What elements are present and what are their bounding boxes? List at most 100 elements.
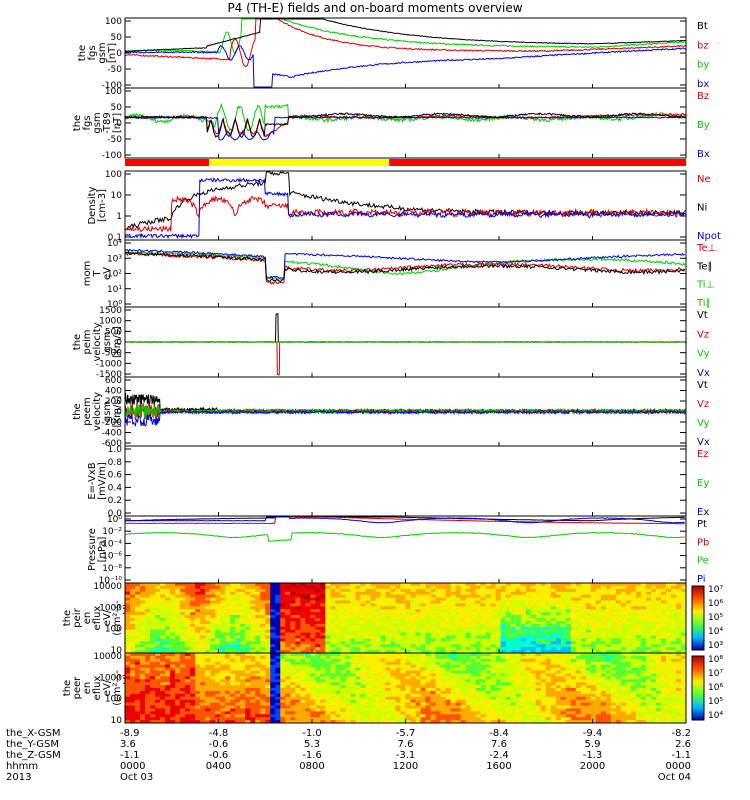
spectro-cell (375, 585, 381, 590)
spectro-cell (360, 618, 366, 622)
spectro-cell (330, 664, 336, 669)
spectro-cell (260, 588, 266, 593)
spectro-cell (170, 653, 176, 657)
spectro-cell (455, 670, 462, 674)
spectro-cell (220, 609, 226, 613)
spectro-cell (540, 591, 547, 596)
spectro-cell (640, 644, 647, 648)
spectro-cell (340, 667, 346, 671)
spectro-cell (185, 641, 191, 645)
spectro-cell (180, 670, 186, 674)
spectro-cell (135, 655, 141, 660)
spectro-cell (460, 714, 467, 718)
spectro-cell (330, 585, 336, 590)
spectro-cell (460, 702, 467, 706)
spectro-cell (180, 696, 186, 701)
spectro-cell (170, 670, 176, 674)
spectro-cell (445, 597, 452, 601)
spectro-cell (255, 658, 261, 663)
spectro-cell (140, 632, 146, 636)
spectro-cell (175, 644, 181, 648)
spectro-cell (500, 623, 507, 628)
spectro-cell (510, 685, 517, 689)
spectro-cell (405, 629, 412, 634)
spectro-cell (600, 650, 607, 654)
spectro-cell (305, 711, 311, 715)
spectro-cell (205, 661, 211, 666)
spectro-cell (665, 638, 672, 642)
spectro-cell (155, 690, 161, 695)
spectro-cell (530, 690, 537, 695)
spectro-cell (290, 626, 296, 631)
spectro-cell (600, 588, 607, 593)
spectro-cell (595, 588, 602, 593)
spectro-cell (245, 603, 251, 607)
spectro-cell (460, 641, 467, 645)
spectro-cell (440, 585, 447, 590)
spectro-cell (280, 641, 286, 645)
spectro-cell (200, 693, 206, 698)
spectro-cell (150, 638, 156, 642)
spectro-cell (180, 632, 186, 636)
spectro-cell (540, 720, 547, 724)
spectro-cell (250, 682, 256, 686)
spectro-cell (525, 644, 532, 648)
spectro-cell (315, 615, 321, 619)
spectro-cell (680, 650, 687, 654)
spectro-cell (250, 705, 256, 709)
spectro-cell (210, 708, 216, 712)
series-Te-par (124, 251, 686, 283)
spectro-cell (585, 600, 592, 604)
spectro-cell (675, 632, 682, 636)
spectro-cell (415, 612, 422, 616)
spectro-cell (150, 708, 156, 712)
spectro-cell (465, 655, 472, 660)
spectro-cell (165, 618, 171, 622)
spectro-cell (220, 583, 226, 587)
spectro-cell (465, 702, 472, 706)
spectro-cell (600, 623, 607, 628)
spectro-cell (340, 690, 346, 695)
spectro-cell (320, 623, 326, 628)
spectro-cell (490, 699, 497, 704)
spectro-cell (200, 655, 206, 660)
spectro-cell (360, 655, 366, 660)
spectro-cell (480, 632, 487, 636)
spectro-cell (125, 603, 131, 607)
spectro-cell (660, 603, 667, 607)
spectro-cell (230, 661, 236, 666)
spectro-cell (295, 688, 301, 692)
spectro-cell (260, 702, 266, 706)
spectro-cell (240, 699, 246, 704)
spectro-cell (255, 615, 261, 619)
spectro-cell (285, 641, 291, 645)
spectro-cell (365, 647, 371, 651)
spectro-cell (535, 623, 542, 628)
spectro-cell (560, 606, 567, 610)
spectro-cell (175, 606, 181, 610)
spectro-cell (340, 583, 346, 587)
spectro-cell (245, 629, 251, 634)
spectro-cell (320, 588, 326, 593)
spectro-cell (375, 702, 381, 706)
spectro-cell (380, 623, 386, 628)
spectro-cell (315, 620, 321, 625)
spectro-cell (230, 585, 236, 590)
spectro-cell (535, 597, 542, 601)
spectro-cell (190, 693, 196, 698)
spectro-cell (210, 693, 216, 698)
legend-Vy: Vy (697, 349, 710, 360)
spectro-cell (385, 690, 391, 695)
spectro-cell (510, 635, 517, 639)
spectro-cell (625, 618, 632, 622)
spectro-cell (435, 603, 442, 607)
spectro-cell (425, 693, 432, 698)
spectro-cell (530, 682, 537, 686)
spectro-cell (325, 653, 331, 657)
spectro-cell (210, 682, 216, 686)
spectro-cell (585, 638, 592, 642)
spectro-cell (360, 635, 366, 639)
spectro-cell (190, 626, 196, 631)
spectro-cell (475, 591, 482, 596)
spectro-cell (545, 603, 552, 607)
